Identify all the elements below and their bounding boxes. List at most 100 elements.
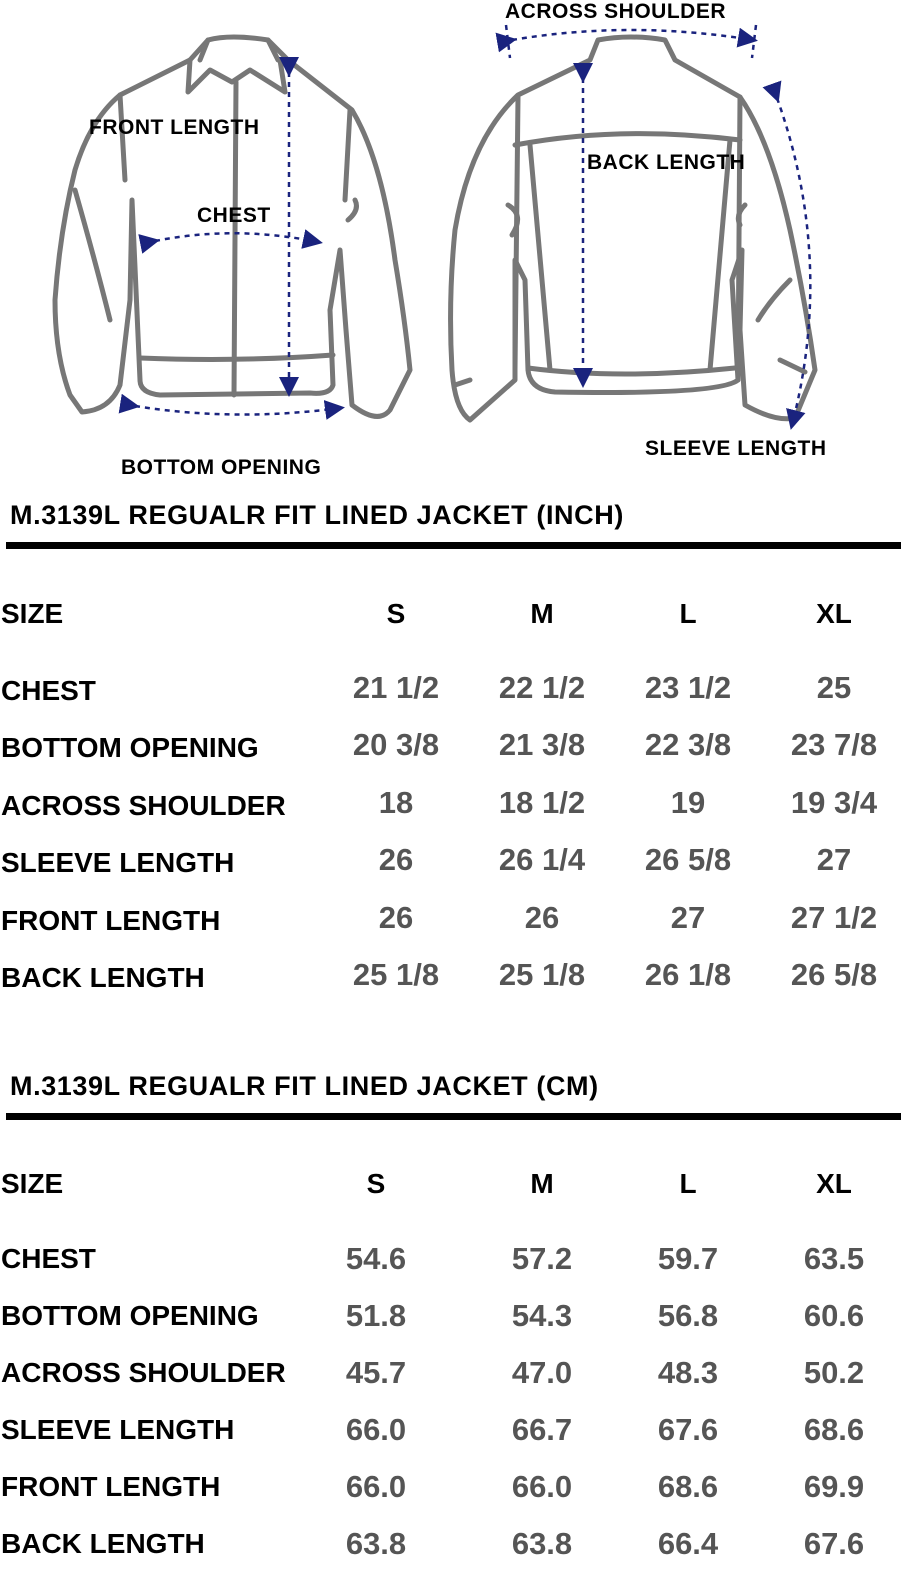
measurement-value: 18 1/2	[498, 785, 586, 820]
measurement-value: 26 1/4	[498, 842, 586, 877]
measurement-value: 23 1/2	[644, 670, 732, 705]
row-label: SLEEVE LENGTH	[1, 1414, 235, 1445]
measurement-value: 67.6	[803, 1526, 865, 1561]
size-header: S	[386, 598, 406, 629]
table-row: BOTTOM OPENING 51.8 54.3 56.8 60.6	[0, 1298, 901, 1338]
measurement-value: 68.6	[657, 1469, 719, 1504]
bottom-opening-arrow	[118, 393, 345, 420]
table-row: FRONT LENGTH 26 26 27 27 1/2	[0, 900, 901, 940]
measurement-value: 27 1/2	[790, 900, 878, 935]
measurement-value: 26 5/8	[644, 842, 732, 877]
measurement-value: 18	[378, 785, 414, 820]
row-label: ACROSS SHOULDER	[1, 790, 286, 821]
table-row: BACK LENGTH 63.8 63.8 66.4 67.6	[0, 1526, 901, 1566]
measurement-value: 66.4	[657, 1526, 719, 1561]
table-row: FRONT LENGTH 66.0 66.0 68.6 69.9	[0, 1469, 901, 1509]
size-header: M	[530, 598, 554, 629]
measurement-value: 66.0	[345, 1412, 407, 1447]
measurement-value: 26 5/8	[790, 957, 878, 992]
table-row: BACK LENGTH 25 1/8 25 1/8 26 1/8 26 5/8	[0, 957, 901, 997]
measurement-value: 21 3/8	[498, 727, 586, 762]
chest-label: CHEST	[197, 204, 271, 227]
table-header-row: SIZE S M L XL	[0, 1168, 901, 1208]
measurement-value: 59.7	[657, 1241, 719, 1276]
measurement-value: 25 1/8	[352, 957, 440, 992]
bottom-opening-label: BOTTOM OPENING	[121, 456, 322, 479]
divider	[6, 542, 901, 549]
size-header: L	[679, 1168, 697, 1199]
row-label: FRONT LENGTH	[1, 905, 221, 936]
across-shoulder-arrow	[495, 27, 758, 53]
measurement-value: 23 7/8	[790, 727, 878, 762]
measurement-value: 50.2	[803, 1355, 865, 1390]
measurement-value: 27	[816, 842, 852, 877]
measurement-value: 26	[524, 900, 560, 935]
measurement-value: 26 1/8	[644, 957, 732, 992]
size-header: S	[366, 1168, 386, 1199]
back-length-label: BACK LENGTH	[587, 151, 746, 174]
front-length-label: FRONT LENGTH	[89, 116, 260, 139]
measurement-value: 22 1/2	[498, 670, 586, 705]
size-header: L	[679, 598, 697, 629]
chest-arrow	[138, 229, 323, 254]
table-row: SLEEVE LENGTH 66.0 66.7 67.6 68.6	[0, 1412, 901, 1452]
measurement-value: 26	[378, 842, 414, 877]
measurement-value: 63.8	[511, 1526, 573, 1561]
table-row: BOTTOM OPENING 20 3/8 21 3/8 22 3/8 23 7/8	[0, 727, 901, 767]
row-label: ACROSS SHOULDER	[1, 1357, 286, 1388]
row-label: BACK LENGTH	[1, 962, 205, 993]
measurement-value: 22 3/8	[644, 727, 732, 762]
header-label: SIZE	[1, 1168, 64, 1199]
table-row: ACROSS SHOULDER 18 18 1/2 19 19 3/4	[0, 785, 901, 825]
size-header: XL	[816, 598, 852, 629]
back-jacket-outline	[448, 34, 818, 423]
table-row: ACROSS SHOULDER 45.7 47.0 48.3 50.2	[0, 1355, 901, 1395]
row-label: FRONT LENGTH	[1, 1471, 221, 1502]
measurement-value: 19	[670, 785, 706, 820]
measurement-value: 63.5	[803, 1241, 865, 1276]
table-row: CHEST 21 1/2 22 1/2 23 1/2 25	[0, 670, 901, 710]
measurement-value: 69.9	[803, 1469, 865, 1504]
row-label: BACK LENGTH	[1, 1528, 205, 1559]
row-label: BOTTOM OPENING	[1, 732, 259, 763]
table-row: SLEEVE LENGTH 26 26 1/4 26 5/8 27	[0, 842, 901, 882]
size-header: M	[530, 1168, 554, 1199]
row-label: CHEST	[1, 675, 96, 706]
measurement-value: 60.6	[803, 1298, 865, 1333]
jacket-diagram	[52, 24, 818, 430]
measurement-value: 54.6	[345, 1241, 407, 1276]
measurement-value: 45.7	[345, 1355, 407, 1390]
table-header-row: SIZE S M L XL	[0, 598, 901, 638]
measurement-value: 63.8	[345, 1526, 407, 1561]
sleeve-length-label: SLEEVE LENGTH	[645, 437, 827, 460]
measurement-value: 54.3	[511, 1298, 573, 1333]
row-label: SLEEVE LENGTH	[1, 847, 235, 878]
table-title: M.3139L REGUALR FIT LINED JACKET (CM)	[10, 1071, 599, 1101]
header-label: SIZE	[1, 598, 64, 629]
measurement-value: 66.0	[511, 1469, 573, 1504]
table-row: CHEST 54.6 57.2 59.7 63.5	[0, 1241, 901, 1281]
sleeve-length-arrow	[762, 80, 812, 430]
measurement-value: 66.7	[511, 1412, 573, 1447]
row-label: BOTTOM OPENING	[1, 1300, 259, 1331]
measurement-value: 20 3/8	[352, 727, 440, 762]
measurement-value: 51.8	[345, 1298, 407, 1333]
size-header: XL	[816, 1168, 852, 1199]
measurement-value: 57.2	[511, 1241, 573, 1276]
measurement-value: 66.0	[345, 1469, 407, 1504]
measurement-value: 19 3/4	[790, 785, 878, 820]
measurement-arrows	[118, 24, 812, 430]
row-label: CHEST	[1, 1243, 96, 1274]
measurement-value: 48.3	[657, 1355, 719, 1390]
measurement-value: 21 1/2	[352, 670, 440, 705]
measurement-value: 68.6	[803, 1412, 865, 1447]
measurement-value: 56.8	[657, 1298, 719, 1333]
across-shoulder-label: ACROSS SHOULDER	[505, 0, 727, 23]
measurement-value: 67.6	[657, 1412, 719, 1447]
divider	[6, 1113, 901, 1120]
measurement-value: 25 1/8	[498, 957, 586, 992]
table-title: M.3139L REGUALR FIT LINED JACKET (INCH)	[10, 500, 624, 530]
measurement-value: 25	[816, 670, 852, 705]
measurement-value: 26	[378, 900, 414, 935]
measurement-value: 27	[670, 900, 706, 935]
